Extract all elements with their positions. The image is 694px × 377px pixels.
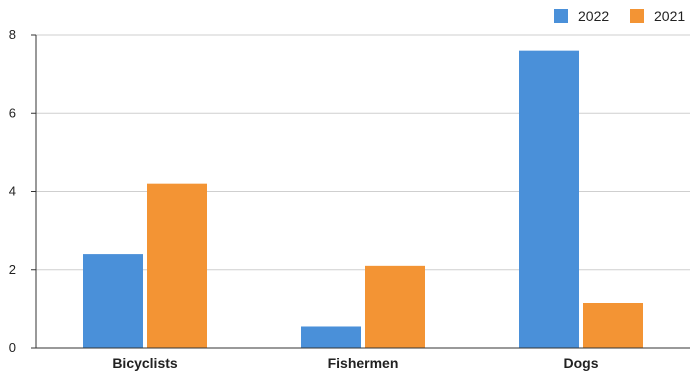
bars [83,50,643,349]
bar-dogs-2021 [583,303,643,348]
bar-bicyclists-2022 [83,254,143,348]
bar-fishermen-2021 [365,265,425,348]
y-tick-label: 2 [9,262,16,277]
y-tick-label: 0 [9,340,16,355]
x-axis: Bicyclists Fishermen Dogs [36,347,690,371]
bar-bicyclists-2021 [147,183,207,348]
x-tick-label: Fishermen [328,355,399,371]
legend-label-2021: 2021 [654,8,685,24]
bar-fishermen-2022 [301,326,361,348]
x-tick-label: Bicyclists [112,355,178,371]
legend-swatch-2021 [630,9,644,23]
x-tick-label: Dogs [564,355,599,371]
y-tick-label: 6 [9,105,16,120]
legend-swatch-2022 [554,9,568,23]
bar-dogs-2022 [519,50,579,349]
y-axis: 0 2 4 6 8 [9,27,37,355]
legend: 2022 2021 [554,8,685,24]
y-tick-label: 4 [9,184,16,199]
y-tick-label: 8 [9,27,16,42]
legend-label-2022: 2022 [578,8,609,24]
gridlines [36,34,690,271]
